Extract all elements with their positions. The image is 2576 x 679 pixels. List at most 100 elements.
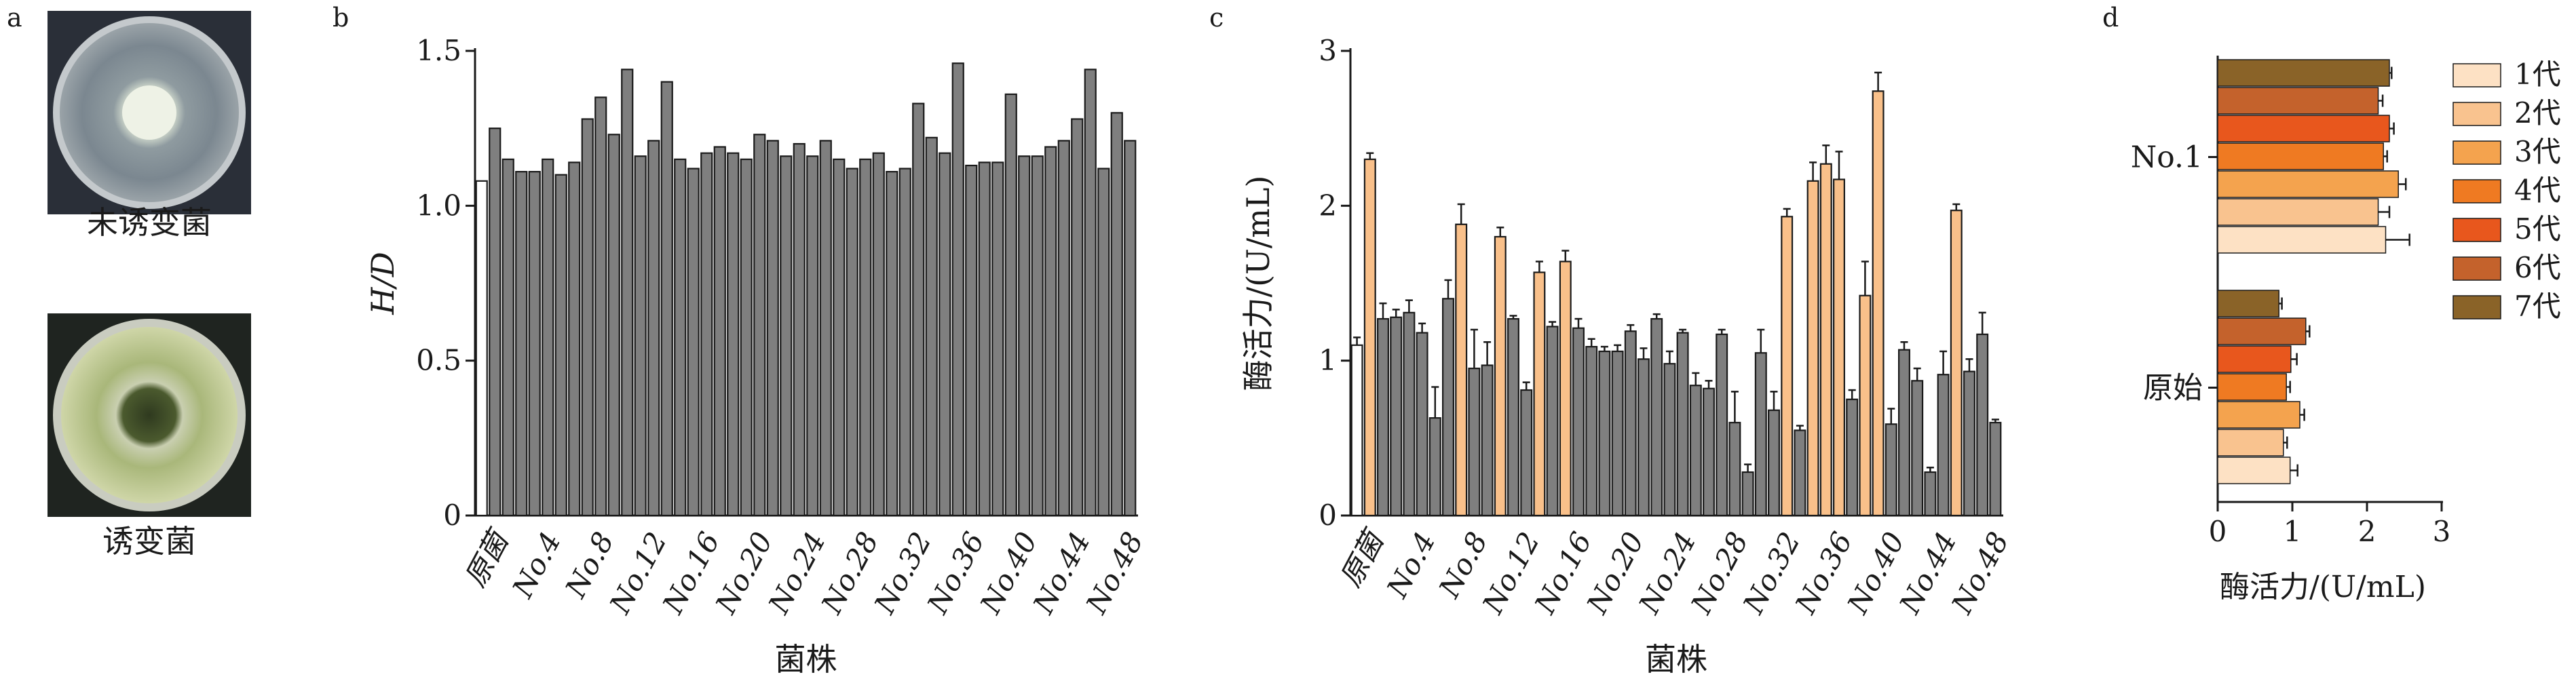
dish-photo-unmutated — [48, 11, 251, 214]
b-y-tick-label: 0 — [443, 499, 461, 532]
c-bar-No.44 — [1924, 471, 1937, 517]
c-bar-No.14 — [1533, 271, 1546, 517]
d-x-tick-label: 2 — [2358, 515, 2376, 548]
c-bar-No.6 — [1428, 417, 1441, 517]
d-bar-No.1-1代 — [2217, 226, 2387, 254]
d-legend-label: 6代 — [2514, 251, 2561, 284]
d-x-tick-label: 1 — [2284, 515, 2302, 548]
b-bar-原菌 — [475, 180, 488, 517]
c-bar-No.43 — [1911, 380, 1924, 517]
c-bar-No.40 — [1872, 90, 1884, 517]
d-legend-label: 7代 — [2514, 290, 2561, 323]
d-x-tick-label: 3 — [2433, 515, 2451, 548]
c-y-tick-label: 1 — [1319, 344, 1337, 377]
b-bar-No.10 — [607, 134, 620, 517]
c-bar-No.35 — [1806, 180, 1819, 517]
c-bar-No.13 — [1520, 389, 1533, 517]
d-bar-No.1-5代 — [2217, 115, 2390, 142]
b-bar-No.44 — [1057, 140, 1070, 517]
b-y-tick-label: 1.5 — [416, 34, 461, 67]
b-bar-No.9 — [594, 96, 607, 517]
c-bar-No.29 — [1728, 421, 1741, 517]
d-group-label: 原始 — [2143, 371, 2203, 406]
c-bar-No.26 — [1689, 385, 1702, 517]
d-bar-原始-3代 — [2217, 401, 2300, 429]
c-bar-No.22 — [1637, 358, 1650, 517]
c-bar-No.34 — [1794, 429, 1806, 517]
b-bar-No.16 — [687, 168, 700, 517]
b-x-tick-label: No.4 — [506, 526, 567, 603]
b-bar-No.7 — [568, 161, 581, 517]
c-bar-No.24 — [1663, 363, 1676, 517]
d-x-tick-label: 0 — [2209, 515, 2227, 548]
b-bar-No.31 — [886, 171, 898, 517]
b-bar-No.17 — [700, 152, 713, 517]
b-bar-No.22 — [766, 140, 779, 517]
d-legend-label: 2代 — [2514, 96, 2561, 130]
d-legend-swatch-7代 — [2452, 295, 2501, 319]
d-legend-swatch-1代 — [2452, 63, 2501, 88]
c-bar-No.46 — [1950, 210, 1963, 517]
b-bar-No.42 — [1031, 155, 1044, 517]
d-bar-No.1-4代 — [2217, 142, 2384, 170]
c-bar-No.48 — [1976, 333, 1989, 517]
d-bar-No.1-2代 — [2217, 198, 2379, 226]
c-bar-No.5 — [1416, 332, 1428, 517]
b-bar-No.26 — [819, 140, 832, 517]
b-bar-No.19 — [727, 152, 740, 517]
d-bar-原始-1代 — [2217, 457, 2291, 484]
b-bar-No.2 — [501, 158, 514, 517]
c-bar-No.28 — [1716, 333, 1728, 517]
b-bar-No.45 — [1071, 118, 1084, 517]
b-bar-No.6 — [554, 174, 567, 517]
dish-caption-mutated: 诱变菌 — [102, 523, 196, 560]
c-bar-原菌 — [1350, 344, 1363, 517]
b-bar-No.3 — [515, 171, 528, 517]
c-bar-No.30 — [1741, 471, 1754, 517]
d-legend-swatch-4代 — [2452, 179, 2501, 203]
d-bar-No.1-3代 — [2217, 170, 2399, 198]
b-bar-No.14 — [660, 81, 673, 517]
d-bar-原始-4代 — [2217, 373, 2287, 401]
d-bar-原始-2代 — [2217, 429, 2284, 457]
b-bar-No.13 — [647, 140, 660, 517]
c-bar-No.12 — [1507, 317, 1519, 517]
c-bar-No.8 — [1455, 223, 1468, 517]
c-bar-No.41 — [1884, 423, 1897, 517]
d-bar-原始-7代 — [2217, 290, 2279, 317]
c-bar-No.25 — [1676, 332, 1689, 517]
c-bar-No.33 — [1781, 216, 1794, 517]
d-bar-原始-5代 — [2217, 345, 2292, 373]
c-bar-No.27 — [1703, 387, 1715, 517]
d-group-label: No.1 — [2131, 140, 2203, 175]
c-bar-No.23 — [1650, 317, 1663, 517]
b-bar-No.28 — [846, 168, 858, 517]
c-x-axis-label: 菌株 — [1645, 641, 1707, 678]
b-bar-No.38 — [978, 161, 991, 517]
c-bar-No.37 — [1833, 178, 1845, 517]
d-legend-swatch-3代 — [2452, 140, 2501, 165]
b-bar-No.1 — [489, 128, 501, 517]
d-legend-label: 4代 — [2514, 174, 2561, 207]
c-bar-No.21 — [1624, 330, 1637, 517]
d-bar-No.1-7代 — [2217, 59, 2390, 87]
b-bar-No.15 — [674, 158, 687, 517]
b-y-tick-label: 1.0 — [416, 189, 461, 222]
c-bar-No.39 — [1859, 294, 1872, 517]
c-bar-No.49 — [1989, 421, 2002, 517]
b-bar-No.27 — [833, 158, 846, 517]
b-bar-No.49 — [1124, 140, 1137, 517]
d-legend-swatch-2代 — [2452, 102, 2501, 126]
d-legend-swatch-6代 — [2452, 256, 2501, 281]
dish-photo-mutated — [48, 313, 251, 517]
d-legend-label: 1代 — [2514, 58, 2561, 91]
b-bar-No.25 — [806, 155, 819, 517]
c-y-tick-label: 3 — [1319, 34, 1337, 67]
c-bar-No.16 — [1559, 260, 1572, 517]
c-bar-No.45 — [1937, 374, 1950, 517]
b-bar-No.24 — [793, 142, 806, 517]
b-bar-No.48 — [1110, 112, 1123, 517]
b-bar-No.46 — [1084, 69, 1097, 517]
